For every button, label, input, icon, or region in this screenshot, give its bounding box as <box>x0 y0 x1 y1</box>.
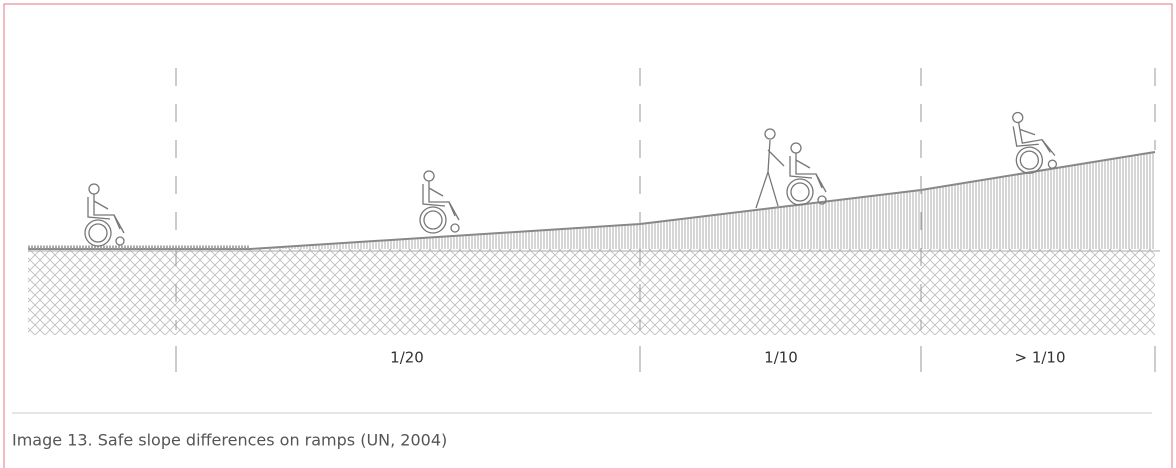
section-label: 1/20 <box>390 349 424 367</box>
section-label: 1/10 <box>764 349 798 367</box>
ground <box>28 151 1160 335</box>
section-label: > 1/10 <box>1014 349 1065 367</box>
caption: Image 13. Safe slope differences on ramp… <box>12 431 447 450</box>
figures <box>84 106 1058 247</box>
dividers <box>175 68 1156 372</box>
frame <box>3 3 1173 468</box>
